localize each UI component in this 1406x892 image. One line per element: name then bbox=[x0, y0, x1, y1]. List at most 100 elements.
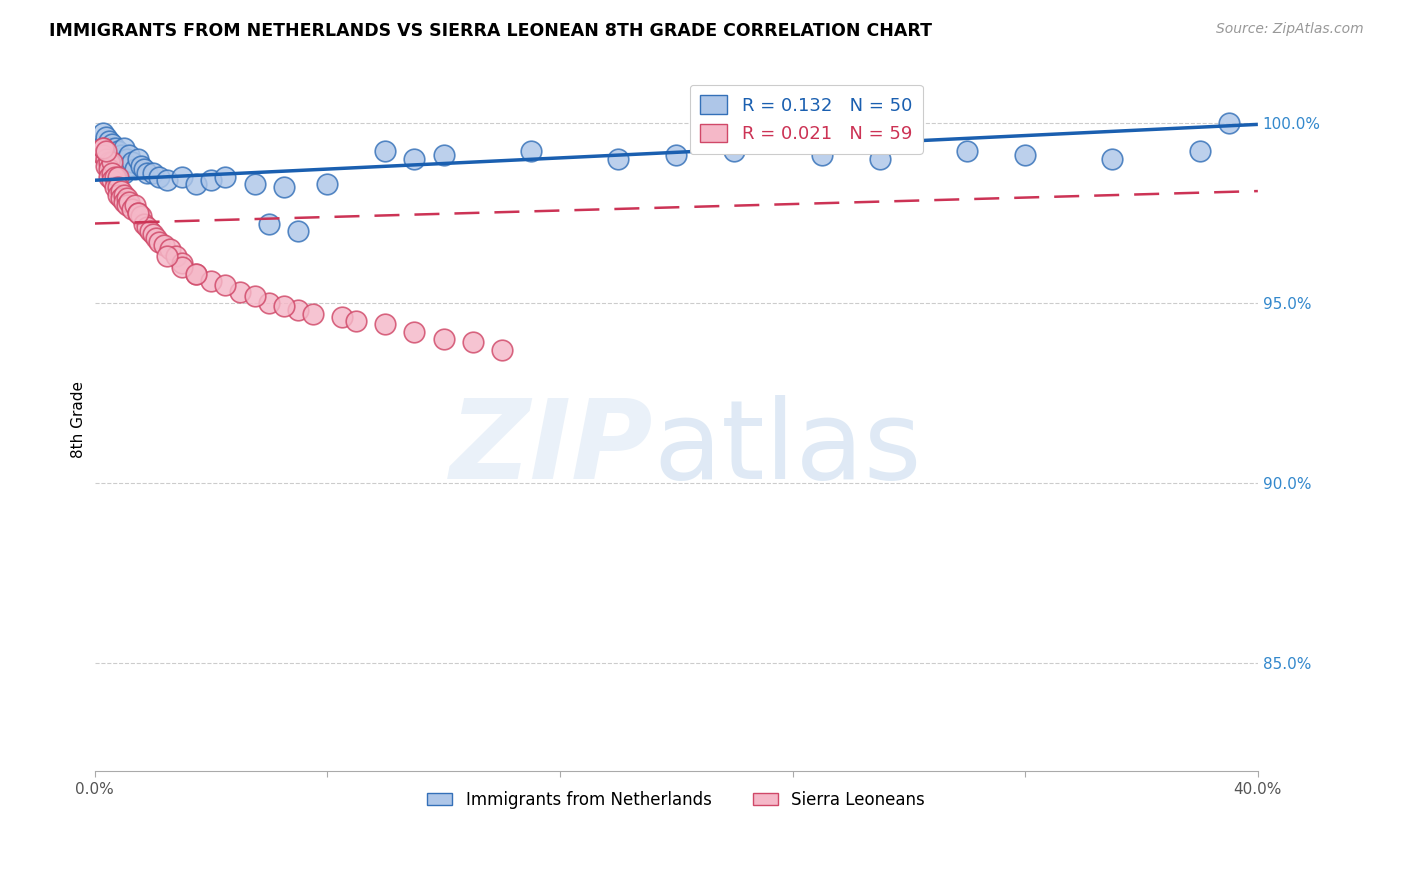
Point bbox=[135, 220, 157, 235]
Point bbox=[104, 141, 127, 155]
Point bbox=[118, 194, 141, 209]
Point bbox=[107, 169, 129, 184]
Point bbox=[107, 187, 129, 202]
Point bbox=[107, 180, 129, 194]
Point bbox=[344, 314, 367, 328]
Point bbox=[96, 152, 118, 166]
Point bbox=[132, 162, 155, 177]
Point bbox=[432, 332, 454, 346]
Point bbox=[273, 180, 295, 194]
Point bbox=[91, 148, 114, 162]
Text: Source: ZipAtlas.com: Source: ZipAtlas.com bbox=[1216, 22, 1364, 37]
Point bbox=[159, 242, 181, 256]
Point bbox=[1101, 152, 1123, 166]
Point bbox=[96, 130, 118, 145]
Point bbox=[118, 148, 141, 162]
Point bbox=[110, 191, 132, 205]
Point bbox=[156, 173, 179, 187]
Point bbox=[869, 152, 891, 166]
Point bbox=[118, 159, 141, 173]
Point bbox=[101, 137, 124, 152]
Point bbox=[96, 145, 118, 159]
Point bbox=[115, 152, 138, 166]
Point bbox=[139, 224, 162, 238]
Point bbox=[104, 152, 127, 166]
Point bbox=[101, 148, 124, 162]
Point bbox=[98, 162, 121, 177]
Point bbox=[124, 162, 146, 177]
Point bbox=[112, 194, 135, 209]
Point bbox=[229, 285, 252, 299]
Point bbox=[127, 205, 149, 219]
Point bbox=[110, 159, 132, 173]
Point bbox=[404, 152, 426, 166]
Point bbox=[186, 267, 208, 281]
Y-axis label: 8th Grade: 8th Grade bbox=[72, 382, 86, 458]
Point bbox=[200, 274, 222, 288]
Point bbox=[607, 152, 630, 166]
Point bbox=[287, 224, 309, 238]
Point bbox=[115, 198, 138, 212]
Point bbox=[107, 155, 129, 169]
Point bbox=[273, 300, 295, 314]
Point bbox=[135, 166, 157, 180]
Point bbox=[129, 159, 152, 173]
Point bbox=[110, 184, 132, 198]
Point bbox=[243, 288, 266, 302]
Point bbox=[301, 307, 323, 321]
Point bbox=[491, 343, 513, 357]
Text: IMMIGRANTS FROM NETHERLANDS VS SIERRA LEONEAN 8TH GRADE CORRELATION CHART: IMMIGRANTS FROM NETHERLANDS VS SIERRA LE… bbox=[49, 22, 932, 40]
Point bbox=[98, 141, 121, 155]
Point bbox=[101, 173, 124, 187]
Point bbox=[810, 148, 832, 162]
Point bbox=[142, 227, 165, 242]
Point bbox=[91, 127, 114, 141]
Point bbox=[243, 177, 266, 191]
Point bbox=[156, 249, 179, 263]
Point bbox=[1014, 148, 1036, 162]
Point bbox=[121, 202, 143, 216]
Point bbox=[98, 169, 121, 184]
Point bbox=[170, 169, 193, 184]
Point bbox=[104, 169, 127, 184]
Point bbox=[127, 205, 149, 219]
Point bbox=[330, 310, 353, 325]
Point bbox=[165, 249, 187, 263]
Point bbox=[110, 148, 132, 162]
Text: atlas: atlas bbox=[652, 394, 921, 501]
Point bbox=[91, 141, 114, 155]
Point bbox=[115, 191, 138, 205]
Point bbox=[520, 145, 543, 159]
Point bbox=[107, 145, 129, 159]
Point bbox=[98, 155, 121, 169]
Point bbox=[214, 277, 236, 292]
Point bbox=[186, 177, 208, 191]
Point bbox=[112, 141, 135, 155]
Point bbox=[121, 155, 143, 169]
Point bbox=[101, 166, 124, 180]
Point bbox=[101, 155, 124, 169]
Point bbox=[723, 145, 745, 159]
Point bbox=[287, 303, 309, 318]
Point bbox=[374, 318, 396, 332]
Legend: Immigrants from Netherlands, Sierra Leoneans: Immigrants from Netherlands, Sierra Leon… bbox=[420, 784, 932, 816]
Point bbox=[98, 134, 121, 148]
Point bbox=[461, 335, 484, 350]
Point bbox=[432, 148, 454, 162]
Point bbox=[112, 166, 135, 180]
Point bbox=[404, 325, 426, 339]
Point bbox=[148, 169, 170, 184]
Point bbox=[665, 148, 688, 162]
Point bbox=[132, 217, 155, 231]
Point bbox=[153, 238, 176, 252]
Point bbox=[89, 145, 111, 159]
Point bbox=[148, 235, 170, 249]
Point bbox=[956, 145, 979, 159]
Point bbox=[129, 209, 152, 223]
Point bbox=[124, 198, 146, 212]
Point bbox=[112, 187, 135, 202]
Point bbox=[374, 145, 396, 159]
Point bbox=[257, 217, 280, 231]
Point bbox=[115, 162, 138, 177]
Point bbox=[142, 166, 165, 180]
